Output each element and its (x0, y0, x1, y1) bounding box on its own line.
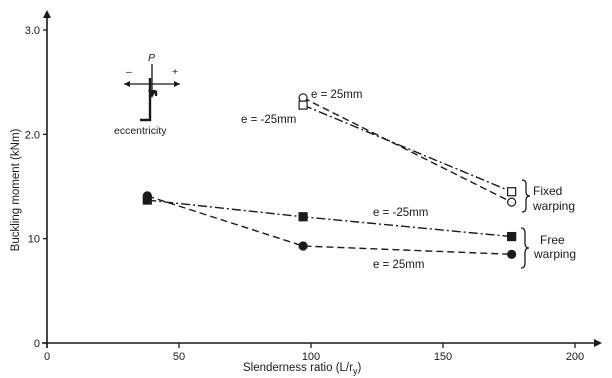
data-point-2-2 (507, 231, 517, 242)
free-warping-label-line2: warping (533, 247, 576, 261)
data-point-3-1 (298, 241, 308, 251)
free-warping-bracket: Free warping (520, 227, 576, 269)
y-tick-label: 0 (34, 338, 40, 350)
annotation-fixed-neg: e = -25mm (241, 114, 296, 126)
y-tick-label: 3.0 (25, 25, 40, 37)
data-point-0-1 (507, 197, 517, 207)
plus-sign: + (172, 66, 178, 78)
annotation-free-neg: e = -25mm (373, 207, 428, 219)
y-tick-label: 10 (28, 234, 40, 246)
eccentricity-inset: P – + eccentricity (114, 52, 180, 137)
annotation-fixed-pos: e = 25mm (311, 89, 362, 101)
load-label: P (148, 52, 155, 64)
data-point-1-0 (298, 100, 308, 110)
x-axis-label: Slenderness ratio (L/ry) (243, 362, 361, 376)
series-line-2 (147, 199, 512, 238)
minus-sign: – (126, 66, 132, 78)
x-tick-label: 150 (434, 351, 452, 363)
x-tick-label: 0 (44, 351, 50, 363)
data-point-3-0 (142, 191, 152, 201)
fixed-warping-label-line2: warping (532, 199, 575, 213)
fixed-warping-bracket: Fixed warping (521, 179, 575, 213)
eccentricity-caption: eccentricity (114, 125, 167, 137)
fixed-warping-brace (521, 179, 531, 213)
x-tick-label: 200 (566, 351, 584, 363)
series-layer (147, 97, 512, 255)
axis-ticks: 0 50 100 150 200 0 10 2.0 3.0 (25, 25, 584, 363)
fixed-warping-label-line1: Fixed (533, 184, 562, 198)
annotation-free-pos: e = 25mm (373, 259, 424, 271)
series-line-0 (302, 97, 512, 203)
section-shape-icon (140, 78, 158, 122)
marker-layer (142, 93, 517, 259)
x-tick-label: 50 (173, 351, 185, 363)
y-axis-label: Buckling moment (kNm) (10, 128, 22, 251)
right-arrowhead (174, 81, 180, 87)
data-point-3-2 (507, 249, 517, 259)
left-arrowhead (124, 81, 130, 87)
series-line-1 (302, 104, 512, 193)
free-warping-label-line1: Free (540, 233, 565, 247)
y-tick-label: 2.0 (25, 129, 40, 141)
free-warping-brace (520, 227, 530, 269)
x-tick-label: 100 (302, 351, 320, 363)
series-line-3 (147, 195, 512, 255)
data-point-2-1 (298, 212, 308, 222)
data-point-1-1 (507, 187, 517, 197)
